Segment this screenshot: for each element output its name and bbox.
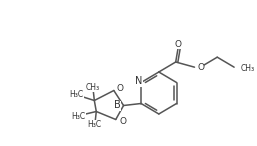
Text: O: O [117,84,124,93]
Text: B: B [114,100,121,111]
Text: H₃C: H₃C [70,90,84,99]
Text: O: O [120,117,127,126]
Text: H₃C: H₃C [72,112,86,121]
Text: N: N [135,77,143,86]
Text: CH₃: CH₃ [85,83,99,92]
Text: H₃C: H₃C [87,120,102,129]
Text: O: O [175,40,181,49]
Text: CH₃: CH₃ [241,64,255,73]
Text: O: O [197,63,204,72]
